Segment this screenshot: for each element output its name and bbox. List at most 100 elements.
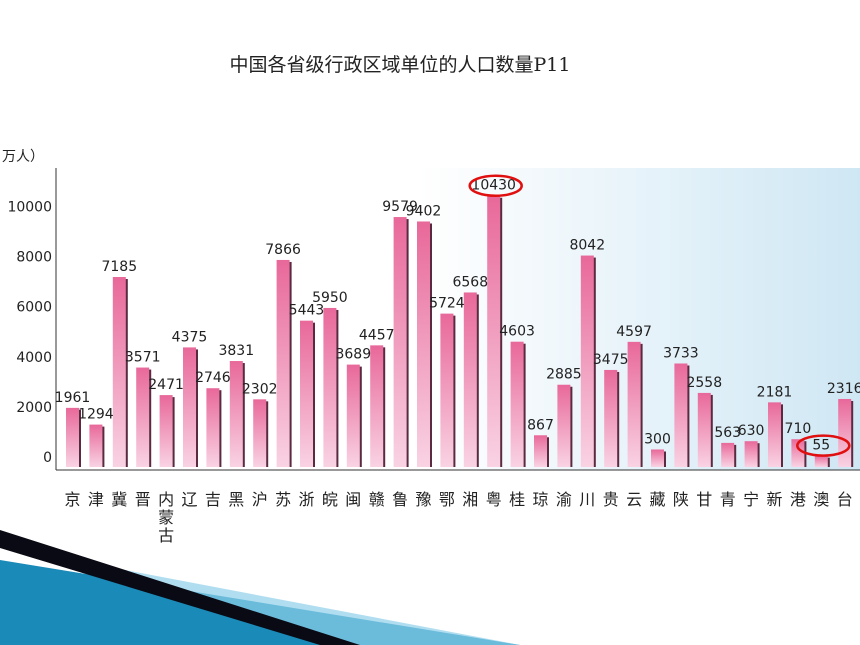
x-category-label: 浙 — [298, 490, 314, 509]
bar-value-label: 867 — [527, 417, 554, 433]
bar — [112, 277, 126, 467]
bar — [66, 407, 79, 467]
bar — [697, 392, 711, 467]
bar-value-label: 2316 — [827, 381, 860, 397]
bar — [768, 402, 781, 467]
bar — [604, 369, 618, 467]
bar-value-label: 3689 — [335, 347, 371, 363]
x-category-label: 台 — [837, 490, 853, 509]
chart-title: 中国各省级行政区域单位的人口数量P11 — [0, 50, 860, 77]
x-category-label: 闽 — [345, 490, 361, 509]
x-category-label: 辽 — [181, 490, 197, 509]
bar-value-label: 563 — [714, 425, 741, 441]
bar — [838, 398, 852, 467]
x-category-label: 豫 — [415, 490, 431, 509]
bar-value-label: 710 — [785, 421, 812, 437]
bar-value-label: 3475 — [593, 352, 629, 368]
bar — [206, 388, 220, 467]
bar — [393, 217, 407, 467]
x-category-label: 吉 — [205, 490, 221, 509]
bar-value-label: 5950 — [312, 290, 348, 306]
bar-value-label: 630 — [738, 423, 765, 439]
bar — [159, 395, 173, 467]
x-category-label: 蒙 — [158, 508, 174, 527]
bar — [721, 442, 735, 467]
bar-value-label: 4597 — [616, 324, 652, 340]
bar — [346, 364, 360, 467]
decorative-light-wedge — [20, 550, 520, 645]
bar-value-label: 3733 — [663, 345, 699, 361]
x-category-label: 澳 — [813, 490, 829, 509]
x-category-label: 琼 — [532, 490, 548, 509]
bar — [300, 320, 313, 467]
bar-value-label: 9402 — [406, 203, 442, 219]
x-category-label: 鲁 — [392, 490, 408, 509]
bar-value-label: 300 — [644, 431, 671, 447]
bar-value-label: 3571 — [125, 350, 161, 366]
bar-value-label: 4375 — [172, 329, 208, 345]
bar — [627, 341, 641, 467]
x-category-label: 渝 — [556, 490, 572, 509]
y-tick-label: 2000 — [16, 400, 52, 416]
bar-value-label: 1961 — [55, 390, 91, 406]
bar — [534, 435, 547, 467]
bar-value-label: 10430 — [471, 178, 516, 194]
bar-value-label: 7185 — [101, 259, 137, 275]
x-category-label: 粤 — [486, 490, 502, 509]
chart-title-text: 中国各省级行政区域单位的人口数量P11 — [229, 54, 571, 76]
x-category-label: 古 — [158, 526, 174, 545]
bar-value-label: 6568 — [452, 274, 488, 290]
bar-value-label: 2558 — [686, 375, 722, 391]
x-category-label: 青 — [720, 490, 736, 509]
bar-value-label: 2471 — [148, 377, 184, 393]
bar-value-label: 2181 — [757, 384, 793, 400]
bar — [440, 313, 454, 467]
x-category-label: 津 — [88, 490, 104, 509]
bar-value-label: 1294 — [78, 407, 114, 423]
bar — [674, 363, 688, 467]
x-category-label: 川 — [579, 490, 595, 509]
bar — [183, 347, 196, 467]
bar-value-label: 4457 — [359, 327, 395, 343]
bar-value-label: 3831 — [218, 343, 254, 359]
bar — [136, 367, 150, 467]
bar — [814, 455, 828, 467]
x-category-label: 黑 — [228, 490, 244, 509]
y-axis-unit-label: 万人） — [2, 149, 44, 165]
x-category-label: 赣 — [369, 490, 385, 509]
x-category-label: 晋 — [135, 490, 151, 509]
bar-value-label: 9579 — [382, 199, 418, 215]
highlight-circle — [796, 434, 851, 457]
y-tick-label: 6000 — [16, 300, 52, 316]
bar-value-label: 5443 — [289, 303, 325, 319]
x-category-label: 港 — [790, 490, 806, 509]
bar — [557, 384, 571, 467]
x-category-label: 陕 — [673, 490, 689, 509]
bar-value-label: 55 — [812, 438, 830, 454]
x-category-label: 京 — [64, 490, 80, 509]
bar-value-label: 2746 — [195, 370, 231, 386]
y-tick-label: 4000 — [16, 350, 52, 366]
bar — [370, 345, 384, 467]
y-tick-label: 0 — [43, 450, 52, 466]
bar — [651, 449, 664, 467]
y-tick-label: 8000 — [16, 250, 52, 266]
decorative-dark-wedge — [0, 530, 360, 645]
x-category-label: 沪 — [252, 490, 268, 509]
bar-value-label: 4603 — [499, 324, 535, 340]
x-category-label: 新 — [766, 490, 782, 509]
highlight-circle — [468, 174, 523, 197]
x-category-label: 苏 — [275, 490, 291, 509]
bar-value-label: 7866 — [265, 242, 301, 258]
bar — [463, 292, 477, 467]
bar — [580, 255, 594, 467]
x-category-label: 贵 — [603, 490, 619, 509]
bar-value-label: 2302 — [242, 381, 278, 397]
bar — [253, 399, 267, 467]
x-category-label: 藏 — [649, 490, 665, 509]
bar — [323, 307, 337, 467]
x-category-label: 皖 — [322, 490, 338, 509]
x-category-label: 甘 — [696, 490, 712, 509]
bar — [744, 441, 758, 467]
